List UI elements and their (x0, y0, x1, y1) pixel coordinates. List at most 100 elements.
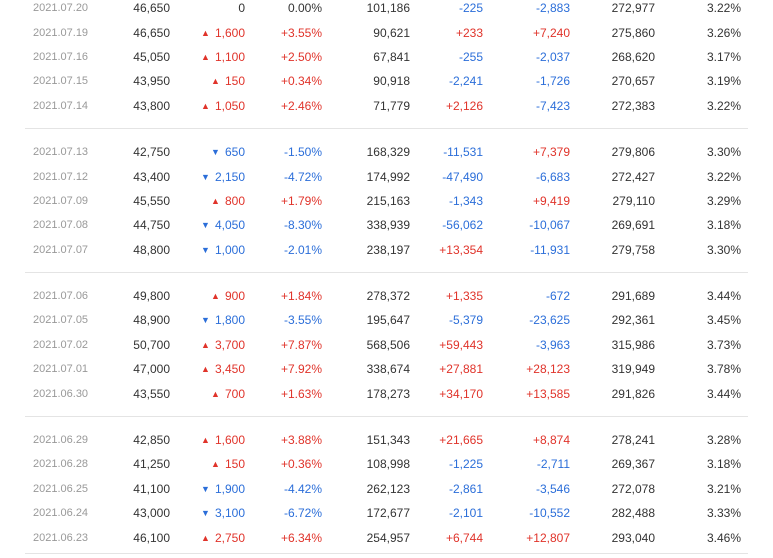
net-volume-a-cell: -2,241 (448, 74, 483, 89)
net-volume-b-cell: +13,585 (526, 386, 570, 401)
date-cell: 2021.07.01 (33, 363, 89, 376)
net-volume-b-cell: -7,423 (535, 98, 570, 113)
rate-cell: 0.00% (287, 1, 322, 16)
volume-cell: 67,841 (373, 49, 410, 64)
date-cell: 2021.07.02 (33, 338, 89, 351)
net-volume-a-cell: -255 (458, 49, 483, 64)
volume-cell: 168,329 (366, 145, 410, 160)
date-cell: 2021.07.16 (33, 50, 89, 63)
volume-cell: 90,918 (373, 74, 410, 89)
date-cell: 2021.07.08 (33, 219, 89, 232)
volume-cell: 108,998 (366, 457, 410, 472)
change-value: 900 (224, 289, 245, 304)
volume-cell: 174,992 (366, 169, 410, 184)
table-row: 2021.07.06 49,800 ▲ 900 +1.84% 278,372 +1,335 -… (25, 284, 748, 308)
change-cell: ▲ 3,450 (170, 362, 245, 376)
net-volume-a-cell: -11,531 (443, 145, 483, 160)
net-volume-a-cell: +27,881 (439, 362, 483, 377)
down-arrow-icon: ▼ (201, 315, 210, 326)
change-value: 2,750 (214, 530, 245, 545)
volume-cell: 151,343 (366, 433, 410, 448)
holding-ratio-cell: 3.44% (706, 386, 741, 401)
net-volume-b-cell: +8,874 (532, 433, 570, 448)
change-cell: ▲ 900 (170, 289, 245, 303)
close-price-cell: 43,550 (133, 386, 170, 401)
change-cell: ▲ 3,700 (170, 338, 245, 352)
net-volume-b-cell: -10,552 (529, 506, 570, 521)
change-value: 150 (224, 74, 245, 89)
shares-held-cell: 282,488 (611, 506, 655, 521)
date-cell: 2021.06.25 (33, 482, 89, 495)
net-volume-a-cell: +59,443 (439, 337, 483, 352)
net-volume-a-cell: -56,062 (442, 218, 483, 233)
shares-held-cell: 272,383 (611, 98, 655, 113)
net-volume-b-cell: -10,067 (529, 218, 570, 233)
date-cell: 2021.07.06 (33, 290, 89, 303)
holding-ratio-cell: 3.18% (706, 457, 741, 472)
row-group: 2021.06.29 42,850 ▲ 1,600 +3.88% 151,343 +21,6… (25, 428, 748, 550)
close-price-cell: 44,750 (133, 218, 170, 233)
rate-cell: +7.92% (280, 362, 322, 377)
rate-cell: -4.72% (283, 169, 322, 184)
change-value: 3,700 (214, 337, 245, 352)
net-volume-b-cell: +12,807 (526, 530, 570, 545)
group-divider (25, 271, 748, 273)
table-row: 2021.07.13 42,750 ▼ 650 -1.50% 168,329 -11,531… (25, 140, 748, 164)
shares-held-cell: 272,427 (611, 169, 655, 184)
rate-cell: +1.79% (280, 193, 322, 208)
up-arrow-icon: ▲ (201, 364, 210, 375)
rate-cell: -8.30% (283, 218, 322, 233)
net-volume-a-cell: +34,170 (439, 386, 483, 401)
volume-cell: 90,621 (373, 25, 410, 40)
date-cell: 2021.06.24 (33, 507, 89, 520)
holding-ratio-cell: 3.22% (706, 169, 741, 184)
net-volume-a-cell: -47,490 (442, 169, 483, 184)
holding-ratio-cell: 3.22% (706, 98, 741, 113)
close-price-cell: 41,250 (133, 457, 170, 472)
table-row: 2021.06.30 43,550 ▲ 700 +1.63% 178,273 +34,170… (25, 381, 748, 405)
change-cell: ▼ 1,900 (170, 482, 245, 496)
net-volume-b-cell: -2,711 (536, 457, 570, 472)
net-volume-a-cell: -225 (458, 1, 483, 16)
net-volume-a-cell: -5,379 (448, 313, 483, 328)
change-value: 3,100 (214, 506, 245, 521)
shares-held-cell: 291,826 (611, 386, 655, 401)
rate-cell: +2.50% (280, 49, 322, 64)
up-arrow-icon: ▲ (211, 388, 220, 399)
table-bottom-divider (25, 552, 748, 554)
change-cell: 0 (170, 1, 245, 15)
holding-ratio-cell: 3.21% (706, 481, 741, 496)
net-volume-b-cell: -3,963 (535, 337, 570, 352)
table-row: 2021.07.14 43,800 ▲ 1,050 +2.46% 71,779 +2,126… (25, 94, 748, 118)
change-cell: ▲ 1,050 (170, 99, 245, 113)
net-volume-b-cell: +7,240 (532, 25, 570, 40)
change-value: 700 (224, 386, 245, 401)
change-value: 4,050 (214, 218, 245, 233)
change-cell: ▼ 1,000 (170, 243, 245, 257)
close-price-cell: 47,000 (133, 362, 170, 377)
up-arrow-icon: ▲ (211, 459, 220, 470)
shares-held-cell: 292,361 (611, 313, 655, 328)
volume-cell: 215,163 (366, 193, 410, 208)
shares-held-cell: 269,367 (611, 457, 655, 472)
volume-cell: 278,372 (366, 289, 410, 304)
table-row: 2021.06.23 46,100 ▲ 2,750 +6.34% 254,957 +6,74… (25, 525, 748, 549)
shares-held-cell: 278,241 (611, 433, 655, 448)
holding-ratio-cell: 3.46% (706, 530, 741, 545)
down-arrow-icon: ▼ (211, 147, 220, 158)
table-row: 2021.06.28 41,250 ▲ 150 +0.36% 108,998 -1,225 -… (25, 452, 748, 476)
change-value: 1,000 (214, 242, 245, 257)
rate-cell: -3.55% (283, 313, 322, 328)
shares-held-cell: 270,657 (611, 74, 655, 89)
close-price-cell: 42,750 (133, 145, 170, 160)
volume-cell: 238,197 (366, 242, 410, 257)
volume-cell: 195,647 (366, 313, 410, 328)
date-cell: 2021.07.05 (33, 314, 89, 327)
down-arrow-icon: ▼ (201, 483, 210, 494)
date-cell: 2021.07.09 (33, 194, 89, 207)
net-volume-b-cell: -23,625 (529, 313, 570, 328)
up-arrow-icon: ▲ (211, 291, 220, 302)
change-cell: ▼ 1,800 (170, 313, 245, 327)
table-row: 2021.07.01 47,000 ▲ 3,450 +7.92% 338,674 +27,8… (25, 357, 748, 381)
change-cell: ▲ 1,100 (170, 50, 245, 64)
